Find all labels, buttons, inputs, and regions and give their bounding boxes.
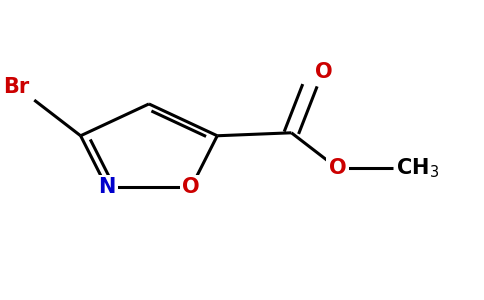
Text: CH$_3$: CH$_3$ [396,157,439,180]
Text: N: N [98,177,115,197]
Text: O: O [182,177,200,197]
Text: O: O [329,158,347,178]
Text: Br: Br [3,77,30,97]
Text: O: O [315,62,332,82]
